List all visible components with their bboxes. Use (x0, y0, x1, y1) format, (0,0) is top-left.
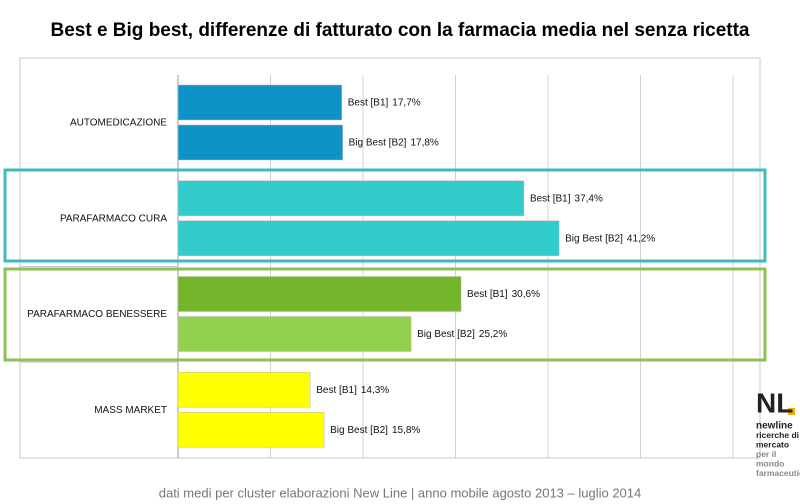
value-label: Big Best [B2] 41,2% (565, 233, 655, 244)
series-name: Best [B1] (530, 193, 571, 204)
logo-mark: NL (756, 387, 793, 418)
logo-dot (788, 408, 795, 415)
highlight-box (3, 267, 767, 362)
logo-line: per il (756, 449, 776, 459)
value-label: Best [B1] 17,7% (348, 97, 421, 108)
category-label: AUTOMEDICAZIONE (70, 118, 167, 129)
bar (177, 84, 342, 121)
series-name: Best [B1] (348, 97, 389, 108)
value-text: 14,3% (361, 384, 389, 395)
value-text: 41,2% (627, 233, 655, 244)
bar (177, 316, 412, 352)
value-text: 15,8% (392, 424, 420, 435)
series-name: Big Best [B2] (349, 137, 407, 148)
logo-line: ricerche di (756, 430, 799, 440)
bar (177, 124, 343, 161)
bar (177, 220, 560, 256)
bar (177, 372, 311, 408)
value-text: 17,7% (392, 97, 420, 108)
series-name: Big Best [B2] (417, 329, 475, 340)
category-label: PARAFARMACO CURA (60, 213, 167, 224)
logo-line: newline (756, 421, 793, 432)
category-label: PARAFARMACO BENESSERE (27, 309, 167, 320)
logo-line: mercato (756, 439, 789, 449)
logo-line: mondo (756, 458, 784, 468)
value-label: Best [B1] 37,4% (530, 193, 603, 204)
footer: dati medi per cluster elaborazioni New L… (159, 485, 642, 500)
chart-title: Best e Big best, differenze di fatturato… (51, 20, 750, 41)
value-text: 30,6% (512, 289, 540, 300)
category-label: MASS MARKET (94, 405, 167, 416)
series-name: Big Best [B2] (330, 424, 388, 435)
highlight-box (3, 168, 767, 263)
value-text: 25,2% (479, 329, 507, 340)
value-label: Best [B1] 14,3% (316, 384, 389, 395)
value-text: 37,4% (575, 193, 603, 204)
series-name: Best [B1] (467, 289, 508, 300)
value-label: Big Best [B2] 17,8% (349, 137, 439, 148)
bar (177, 276, 462, 312)
chart-frame (19, 57, 761, 459)
bar (177, 412, 325, 448)
value-text: 17,8% (410, 137, 438, 148)
value-label: Big Best [B2] 15,8% (330, 424, 420, 435)
series-name: Big Best [B2] (565, 233, 623, 244)
logo-line: farmaceutico (756, 468, 800, 478)
value-label: Big Best [B2] 25,2% (417, 329, 507, 340)
value-label: Best [B1] 30,6% (467, 289, 540, 300)
bar (177, 180, 525, 216)
series-name: Best [B1] (316, 384, 357, 395)
